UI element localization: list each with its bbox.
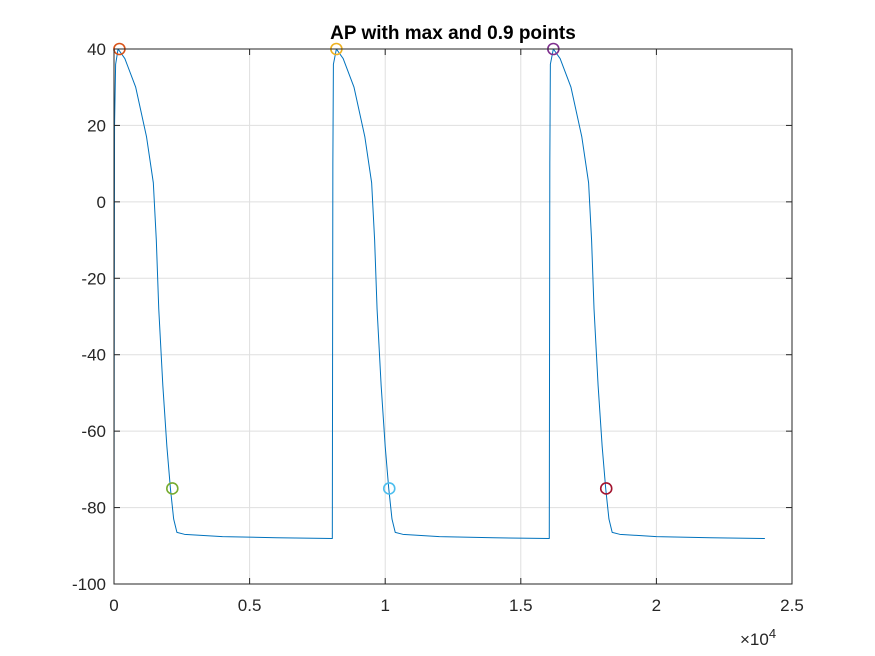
x-exponent-label: ×104 (740, 626, 776, 649)
plot-area (114, 49, 792, 584)
axis-ticks (113, 48, 793, 585)
y-tick-label: 20 (87, 116, 106, 135)
y-tick-label: 0 (97, 193, 106, 212)
y-tick-label: -100 (72, 575, 106, 594)
data-marker (382, 482, 396, 495)
data-marker (166, 482, 179, 495)
x-tick-label: 0 (109, 596, 118, 615)
y-tick-label: -20 (81, 269, 106, 288)
y-tick-label: -60 (81, 422, 106, 441)
chart-title: AP with max and 0.9 points (330, 23, 576, 44)
data-marker (599, 482, 613, 495)
y-tick-label: 40 (87, 40, 106, 59)
y-tick-label: -80 (81, 499, 106, 518)
y-tick-label: -40 (81, 346, 106, 365)
axes-box (113, 48, 793, 585)
series-line (113, 48, 765, 540)
grid-lines (114, 49, 792, 584)
x-tick-label: 2 (652, 596, 661, 615)
x-tick-label: 1 (380, 596, 389, 615)
x-exponent-base: ×10 (740, 630, 769, 649)
x-tick-label: 1.5 (509, 596, 533, 615)
x-tick-label: 2.5 (780, 596, 804, 615)
x-exponent-power: 4 (769, 626, 776, 641)
x-tick-label: 0.5 (238, 596, 262, 615)
tick-labels: 0 0.5 1 1.5 2 2.5 -100 -80 -60 -40 -20 0 20 40 (72, 40, 804, 615)
series-lines (113, 48, 765, 540)
